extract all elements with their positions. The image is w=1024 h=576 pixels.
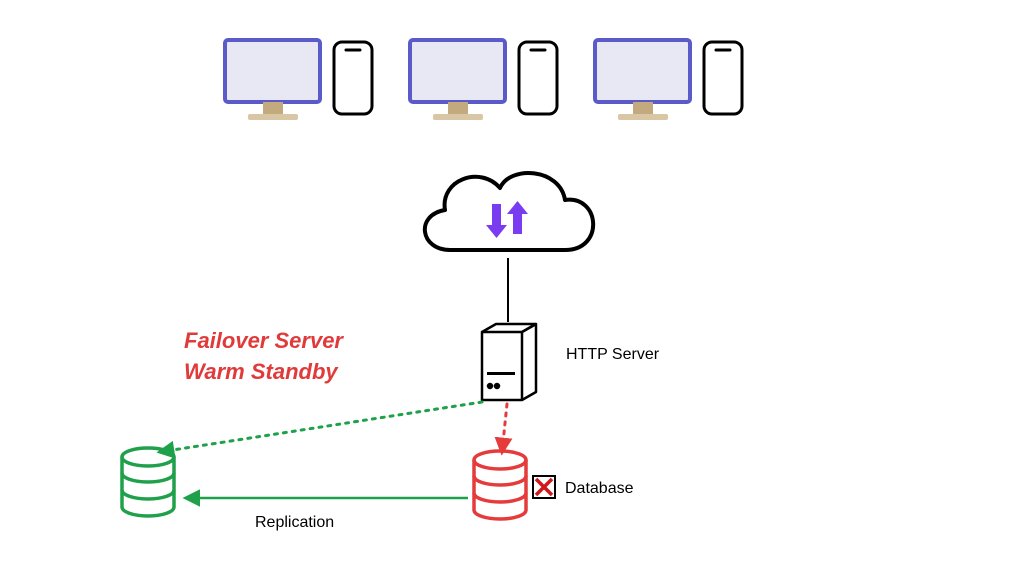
- database-label: Database: [565, 480, 634, 498]
- failover-line2: Warm Standby: [184, 359, 338, 384]
- cloud-icon: [425, 173, 593, 250]
- client-group-3: [595, 40, 742, 120]
- link-server-standby: [160, 402, 482, 452]
- failed-x-icon: [533, 476, 555, 498]
- client-group-1: [225, 40, 372, 120]
- http-server-label: HTTP Server: [566, 346, 659, 364]
- replication-label: Replication: [255, 514, 334, 532]
- database-standby-icon: [122, 448, 174, 516]
- failover-label: Failover Server Warm Standby: [184, 326, 343, 388]
- failover-line1: Failover Server: [184, 328, 343, 353]
- server-icon: [482, 324, 536, 400]
- database-primary-icon: [474, 451, 526, 519]
- client-group-2: [410, 40, 557, 120]
- link-server-primary: [502, 404, 507, 452]
- diagram-canvas: [0, 0, 1024, 576]
